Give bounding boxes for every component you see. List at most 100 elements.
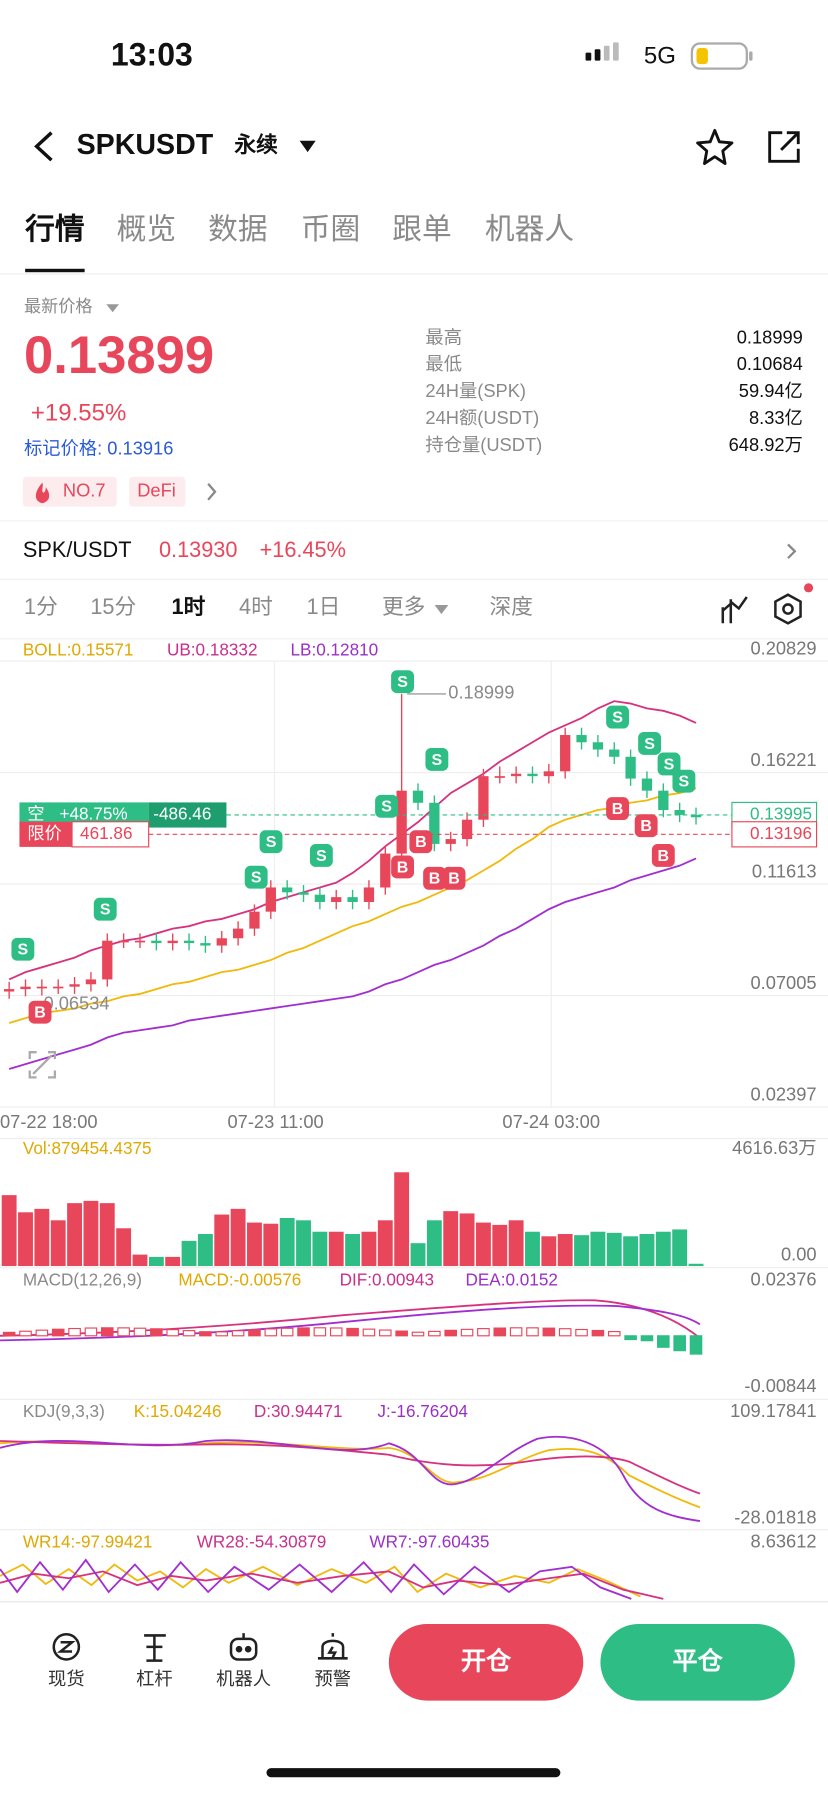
tab[interactable]: 数据 — [208, 213, 267, 246]
wr-axis-label: 8.63612 — [750, 1531, 816, 1552]
sector-tag[interactable] — [129, 476, 186, 507]
sell-marker-label: S — [644, 736, 655, 753]
divider — [0, 1529, 828, 1531]
stat-label: 24H额(USDT) — [425, 407, 539, 428]
candle-body — [380, 853, 391, 888]
buy-marker — [409, 830, 433, 854]
open-button[interactable] — [388, 1624, 584, 1701]
volume-bar — [34, 1208, 50, 1267]
sell-marker — [259, 830, 283, 854]
macd-bar — [362, 1328, 376, 1337]
rank: NO.7 — [63, 480, 106, 501]
kdj-legend: J:-16.76204 — [377, 1401, 468, 1421]
settings-button[interactable] — [774, 583, 814, 625]
macd-bar — [84, 1327, 98, 1337]
volume-bar — [296, 1220, 311, 1267]
volume-bar — [508, 1220, 524, 1267]
candle-body — [200, 943, 211, 946]
wr-legend: WR7:-97.60435 — [369, 1531, 489, 1551]
divider — [0, 520, 828, 522]
buy-marker-label: B — [448, 871, 460, 888]
price-axis-label: 0.11613 — [752, 860, 817, 881]
candle-body — [314, 894, 326, 902]
limit-tag[interactable] — [19, 821, 73, 847]
macd-bar — [19, 1330, 32, 1337]
candle-body — [134, 940, 146, 943]
limit-qty-box[interactable] — [71, 821, 150, 848]
nav-label[interactable]: 杠杆 — [136, 1668, 173, 1689]
open-label[interactable]: 开仓 — [461, 1647, 512, 1676]
boll-line — [8, 857, 697, 1070]
candle-body — [609, 749, 620, 757]
macd-bar — [428, 1330, 441, 1337]
volume-bar — [230, 1208, 246, 1267]
candle-body — [265, 887, 276, 912]
symbol[interactable]: SPKUSDT — [77, 129, 214, 161]
last-price: 0.13899 — [24, 326, 214, 385]
home-indicator — [266, 1768, 561, 1778]
interval[interactable]: 1时 — [172, 594, 206, 619]
tab[interactable]: 概览 — [117, 213, 176, 246]
interval[interactable]: 4时 — [239, 594, 273, 619]
macd-bar — [68, 1327, 81, 1337]
clock: 13:03 — [111, 37, 193, 73]
stat-label: 最低 — [425, 353, 462, 374]
interval[interactable]: 1日 — [306, 594, 340, 619]
tab[interactable]: 币圈 — [301, 213, 360, 246]
interval[interactable]: 15分 — [90, 594, 136, 619]
position-pnl-box[interactable] — [148, 802, 227, 828]
close-label[interactable]: 平仓 — [672, 1647, 723, 1676]
symbol-dropdown[interactable] — [299, 140, 316, 153]
interval[interactable]: 深度 — [489, 594, 532, 619]
sell-marker-label: S — [316, 848, 327, 865]
price-axis-label: 0.20829 — [750, 637, 816, 658]
volume-bar — [623, 1236, 639, 1267]
stat-value: 648.92万 — [729, 434, 803, 455]
buy-marker-label: B — [415, 834, 427, 851]
chevron[interactable] — [207, 483, 217, 501]
kdj-legend: D:30.94471 — [254, 1401, 343, 1421]
buy-marker-label: B — [397, 859, 409, 876]
kdj-axis-label: -28.01818 — [734, 1507, 816, 1528]
buy-marker-label: B — [658, 848, 670, 865]
close-button[interactable] — [600, 1624, 795, 1701]
indicator-button[interactable] — [721, 596, 748, 624]
tab[interactable]: 行情 — [24, 213, 84, 246]
macd-bar — [493, 1327, 507, 1337]
volume-bar — [279, 1218, 295, 1267]
candle-body — [429, 802, 440, 844]
candle-body — [560, 735, 571, 772]
dropdown[interactable] — [106, 304, 119, 313]
tab[interactable]: 机器人 — [485, 213, 574, 246]
volume-bar — [116, 1228, 132, 1267]
interval[interactable]: 更多 — [382, 594, 425, 619]
nav-label[interactable]: 预警 — [315, 1668, 352, 1689]
nav-label[interactable]: 机器人 — [216, 1668, 271, 1689]
macd-bar — [591, 1329, 605, 1337]
volume-bar — [475, 1222, 491, 1267]
tab[interactable]: 跟单 — [392, 213, 451, 246]
sell-marker-label: S — [432, 752, 443, 769]
interval[interactable]: 1分 — [24, 594, 58, 619]
volume-bar — [394, 1172, 410, 1267]
fire-icon — [35, 482, 50, 504]
more-dropdown[interactable] — [434, 605, 449, 615]
limit-price-tag — [731, 821, 818, 848]
chevron[interactable] — [787, 543, 797, 559]
sell-marker-label: S — [397, 674, 408, 691]
stat-value: 8.33亿 — [749, 407, 803, 428]
candle-body — [445, 839, 456, 844]
share-button[interactable] — [768, 131, 800, 163]
divider — [0, 273, 828, 275]
macd-bar — [117, 1327, 130, 1337]
back-button[interactable] — [34, 131, 53, 162]
spot-pair[interactable]: SPK/USDT — [23, 537, 132, 562]
position-pnl-pct: +48.75% — [59, 804, 127, 824]
sell-marker — [11, 937, 35, 961]
divider — [0, 1267, 828, 1269]
fullscreen-button[interactable] — [28, 1051, 57, 1079]
favorite-button[interactable] — [696, 128, 734, 165]
nav-label[interactable]: 现货 — [48, 1668, 85, 1689]
sell-marker — [93, 897, 117, 921]
